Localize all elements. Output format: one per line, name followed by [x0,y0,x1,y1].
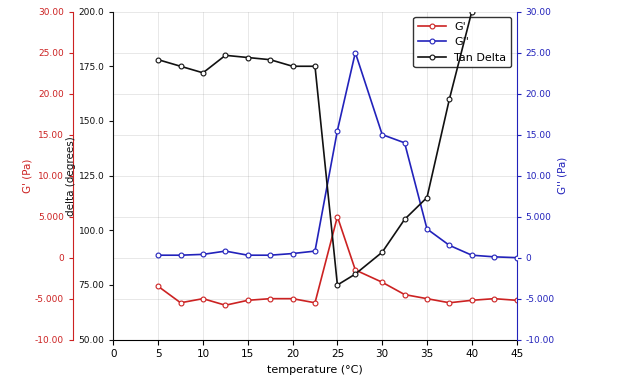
X-axis label: temperature (°C): temperature (°C) [267,365,363,375]
Y-axis label: delta (degrees): delta (degrees) [66,136,76,215]
Legend: G', G'', Tan Delta: G', G'', Tan Delta [413,17,511,67]
Y-axis label: G' (Pa): G' (Pa) [22,158,32,193]
Y-axis label: G'' (Pa): G'' (Pa) [558,157,568,194]
